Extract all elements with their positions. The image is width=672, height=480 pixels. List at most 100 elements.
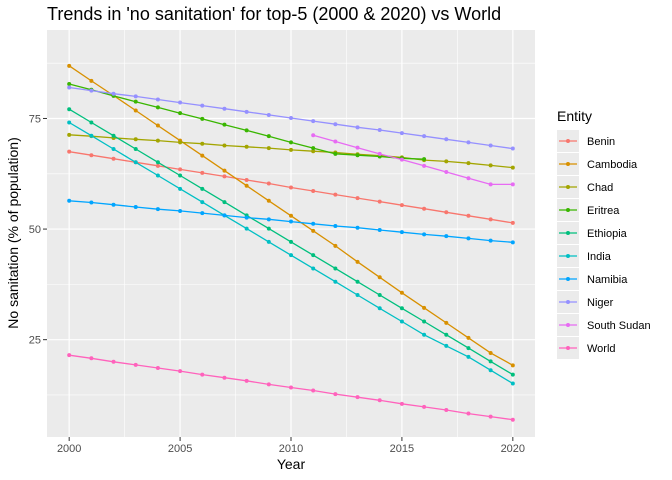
legend-item-ethiopia: Ethiopia [557, 222, 628, 244]
legend-label: Benin [587, 136, 615, 148]
data-point-india [67, 120, 72, 125]
data-point-world [488, 414, 493, 419]
data-point-eritrea [289, 140, 293, 145]
data-point-india [155, 173, 160, 178]
x-tick-label: 2015 [390, 443, 414, 455]
data-point-chad [244, 144, 249, 149]
legend-key-point [566, 323, 570, 327]
legend-key-point [566, 139, 570, 143]
legend-items: Benin Cambodia Chad Eritrea Ethiopia India Nam… [557, 130, 651, 359]
data-point-chad [266, 146, 271, 151]
data-point-world [67, 353, 72, 358]
data-point-benin [466, 213, 471, 218]
data-point-namibia [399, 230, 404, 235]
x-tick-label: 2005 [168, 443, 192, 455]
legend-label: Ethiopia [587, 228, 628, 240]
data-point-benin [333, 192, 338, 197]
data-point-niger [200, 103, 205, 108]
data-point-chad [444, 159, 449, 164]
data-point-niger [89, 88, 94, 93]
series-south-sudan [311, 133, 515, 187]
data-point-benin [89, 153, 94, 158]
data-point-world [311, 388, 316, 393]
data-point-niger [422, 134, 427, 139]
data-point-south-sudan [355, 145, 360, 150]
legend-label: Namibia [587, 274, 628, 286]
data-point-cambodia [510, 363, 515, 368]
data-point-niger [222, 106, 227, 111]
data-point-india [111, 147, 116, 152]
data-point-world [510, 417, 515, 422]
data-point-cambodia [67, 63, 72, 68]
data-point-niger [155, 97, 160, 102]
data-point-world [422, 404, 427, 409]
data-point-world [244, 378, 249, 383]
data-point-namibia [111, 202, 116, 207]
data-point-niger [133, 94, 138, 99]
data-point-world [178, 369, 183, 374]
data-point-india [510, 381, 515, 386]
data-point-namibia [355, 225, 360, 230]
data-point-ethiopia [200, 186, 205, 191]
data-point-world [266, 382, 271, 387]
legend-item-world: World [557, 337, 616, 359]
data-point-india [355, 292, 360, 297]
data-point-niger [266, 112, 271, 117]
data-point-benin [444, 210, 449, 215]
data-point-benin [155, 163, 160, 168]
series-layer [67, 63, 515, 422]
series-benin [67, 149, 515, 225]
data-point-cambodia [89, 78, 94, 83]
legend-key-point [566, 300, 570, 304]
data-point-namibia [222, 213, 227, 218]
data-point-ethiopia [133, 147, 138, 152]
data-point-niger [111, 91, 116, 96]
legend-item-chad: Chad [557, 176, 613, 198]
data-point-south-sudan [488, 182, 493, 187]
data-point-namibia [333, 223, 338, 228]
data-point-benin [510, 220, 515, 225]
data-point-south-sudan [466, 176, 471, 181]
data-point-world [155, 365, 160, 370]
x-tick-label: 2010 [279, 443, 303, 455]
data-point-cambodia [377, 275, 382, 280]
data-point-namibia [178, 208, 183, 213]
data-point-namibia [67, 198, 72, 203]
data-point-niger [444, 137, 449, 142]
data-point-benin [377, 199, 382, 204]
data-point-world [289, 385, 293, 390]
series-niger [67, 85, 515, 151]
data-point-cambodia [289, 213, 293, 218]
data-point-ethiopia [488, 359, 493, 364]
data-point-chad [222, 143, 227, 148]
data-point-niger [399, 131, 404, 136]
data-point-ethiopia [466, 346, 471, 351]
data-point-chad [488, 163, 493, 168]
data-point-world [222, 375, 227, 380]
data-point-ethiopia [67, 107, 72, 112]
legend-key-point [566, 162, 570, 166]
data-point-ethiopia [311, 253, 316, 258]
legend-item-india: India [557, 245, 612, 267]
data-point-niger [67, 85, 72, 90]
x-tick-label: 2020 [501, 443, 525, 455]
data-point-namibia [244, 215, 249, 220]
data-point-ethiopia [510, 372, 515, 377]
data-point-india [200, 200, 205, 205]
data-point-namibia [133, 204, 138, 209]
data-point-namibia [89, 200, 94, 205]
data-point-niger [244, 109, 249, 114]
legend-key-point [566, 185, 570, 189]
data-point-south-sudan [377, 151, 382, 156]
data-point-india [289, 253, 293, 258]
data-point-eritrea [244, 128, 249, 133]
legend-item-eritrea: Eritrea [557, 199, 620, 221]
data-point-chad [311, 149, 316, 154]
data-point-india [133, 160, 138, 165]
data-point-south-sudan [399, 157, 404, 162]
data-point-cambodia [244, 183, 249, 188]
data-point-chad [67, 132, 72, 137]
y-tick-label: 75 [29, 113, 41, 125]
data-point-ethiopia [289, 239, 293, 244]
